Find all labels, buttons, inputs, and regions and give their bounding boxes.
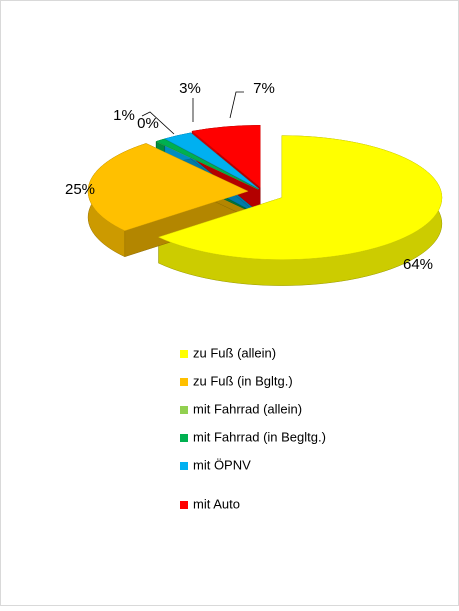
legend-label: mit Auto [193,496,240,511]
legend-swatch [180,501,188,509]
data-label: 0% [137,115,159,132]
slice [164,132,260,190]
data-label: 1% [113,107,135,124]
legend-swatch [180,350,188,358]
legend-label: mit Fahrrad (in Begltg.) [193,429,326,444]
legend-swatch [180,434,188,442]
data-label: 25% [65,181,95,198]
legend-swatch [180,378,188,386]
leader-line [141,111,175,135]
leader-line [229,91,244,119]
legend-swatch [180,462,188,470]
data-label: 7% [253,80,275,97]
slice [87,143,249,231]
legend-label: mit ÖPNV [193,457,251,472]
data-label: 3% [179,80,201,97]
data-label: 64% [403,256,433,273]
legend-label: zu Fuß (allein) [193,345,276,360]
slice [155,138,259,190]
slice [191,125,261,188]
slice [157,135,443,260]
legend-swatch [180,406,188,414]
legend-label: zu Fuß (in Bgltg.) [193,373,293,388]
legend-label: mit Fahrrad (allein) [193,401,302,416]
leader-lines [141,91,244,135]
